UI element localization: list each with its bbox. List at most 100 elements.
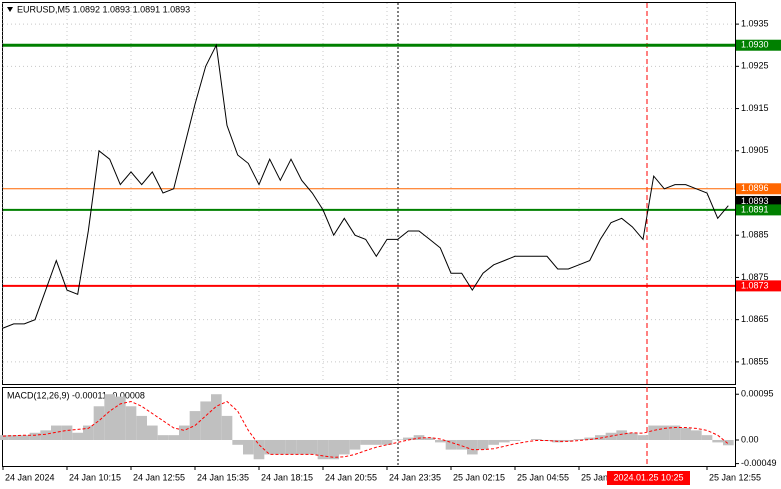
- histogram-bar: [467, 439, 478, 455]
- x-tick-label: 24 Jan 18:15: [261, 472, 313, 482]
- histogram-bar: [509, 439, 521, 441]
- histogram-bar: [627, 432, 638, 440]
- histogram-bar: [147, 425, 158, 440]
- x-tick-label: 24 Jan 15:35: [197, 472, 249, 482]
- histogram-bar: [8, 435, 19, 440]
- y-tick-label: 1.0885: [741, 230, 769, 240]
- histogram-bar: [424, 437, 435, 440]
- histogram-bar: [275, 439, 286, 455]
- x-tick-label: 25 Jan: [581, 472, 608, 482]
- y-tick-label: -0.00049: [741, 458, 777, 468]
- histogram-bar: [125, 406, 137, 440]
- histogram-bar: [296, 439, 307, 455]
- series-line: [2, 400, 729, 458]
- x-tick-label: 24 Jan 12:55: [133, 472, 185, 482]
- level-box: [736, 183, 781, 195]
- histogram-bar: [477, 439, 489, 450]
- histogram-bar: [691, 430, 702, 440]
- histogram-bar: [712, 439, 723, 443]
- level-box: [736, 39, 781, 51]
- histogram-bar: [637, 435, 649, 440]
- histogram-bar: [616, 430, 627, 440]
- histogram-bar: [648, 425, 659, 440]
- histogram-bar: [40, 430, 51, 440]
- histogram-bar: [488, 439, 499, 445]
- histogram-bar: [104, 394, 115, 440]
- histogram-bar: [701, 435, 713, 440]
- macd-title: MACD(12,26,9) -0.00011 -0.00008: [7, 390, 145, 400]
- histogram-bar: [29, 432, 41, 440]
- histogram-bar: [360, 439, 371, 445]
- level-label: 1.0873: [741, 280, 769, 290]
- histogram-bar: [0, 435, 9, 440]
- main-panel: [2, 2, 736, 385]
- histogram-bar: [61, 425, 73, 440]
- series-line: [2, 43, 729, 329]
- histogram-bar: [403, 437, 414, 440]
- histogram-bar: [328, 439, 339, 460]
- y-tick-label: 1.0935: [741, 18, 769, 28]
- histogram-bar: [93, 406, 105, 440]
- histogram-bar: [211, 394, 222, 440]
- chart-title: EURUSD,M5 1.0892 1.0893 1.0891 1.0893: [17, 4, 190, 14]
- histogram-bar: [499, 439, 510, 443]
- histogram-bar: [115, 396, 126, 440]
- x-tick-label: 25 Jan 02:15: [453, 472, 505, 482]
- histogram-bar: [445, 439, 457, 450]
- histogram-bar: [317, 439, 329, 460]
- histogram-bar: [136, 415, 147, 440]
- histogram-bar: [435, 439, 446, 443]
- histogram-bar: [253, 439, 265, 460]
- histogram-bar: [72, 432, 83, 440]
- histogram-bar: [669, 425, 681, 440]
- histogram-bar: [413, 435, 425, 440]
- histogram-bar: [157, 435, 169, 440]
- x-tick-label: 24 Jan 23:35: [389, 472, 441, 482]
- crosshair-label: 2024.01.25 10:25: [613, 472, 683, 482]
- histogram-bar: [371, 439, 382, 445]
- level-label: 1.0896: [741, 183, 769, 193]
- histogram-bar: [573, 439, 585, 440]
- histogram-bar: [232, 439, 243, 445]
- last-price-box: [736, 195, 781, 207]
- histogram-bar: [595, 435, 606, 440]
- histogram-bar: [179, 425, 190, 440]
- y-tick-label: 1.0855: [741, 356, 769, 366]
- histogram-bar: [285, 439, 297, 455]
- histogram-bar: [563, 439, 574, 442]
- histogram-bar: [221, 415, 233, 440]
- histogram-bar: [659, 425, 670, 440]
- histogram-bar: [381, 439, 393, 445]
- level-label: 1.0891: [741, 204, 769, 214]
- y-tick-label: 1.0875: [741, 272, 769, 282]
- histogram-bar: [680, 427, 691, 440]
- x-tick-label: 25 Jan 04:55: [517, 472, 569, 482]
- histogram-bar: [531, 439, 542, 440]
- histogram-bar: [349, 439, 361, 450]
- histogram-bar: [19, 435, 30, 440]
- x-tick-label: 24 Jan 20:55: [325, 472, 377, 482]
- histogram-bar: [339, 439, 350, 455]
- histogram-bar: [83, 425, 94, 440]
- histogram-bar: [200, 401, 211, 440]
- y-tick-label: 1.0865: [741, 314, 769, 324]
- crosshair-box: [607, 471, 690, 485]
- histogram-bar: [307, 439, 318, 455]
- x-tick-label: 25 Jan 12:55: [709, 472, 761, 482]
- histogram-bar: [723, 439, 734, 446]
- x-tick-label: 24 Jan 2024: [5, 472, 55, 482]
- histogram-bar: [168, 435, 179, 440]
- histogram-bar: [51, 425, 62, 440]
- y-tick-label: 0.00: [741, 434, 759, 444]
- histogram-bar: [243, 439, 254, 455]
- histogram-bar: [456, 439, 467, 450]
- x-tick-label: 24 Jan 10:15: [69, 472, 121, 482]
- last-price-label: 1.0893: [741, 196, 769, 206]
- histogram-bar: [264, 439, 275, 455]
- title-arrow: [7, 7, 13, 12]
- histogram-bar: [584, 437, 595, 440]
- y-tick-label: 1.0925: [741, 61, 769, 71]
- y-tick-label: 0.00095: [741, 389, 774, 399]
- level-box: [736, 280, 781, 292]
